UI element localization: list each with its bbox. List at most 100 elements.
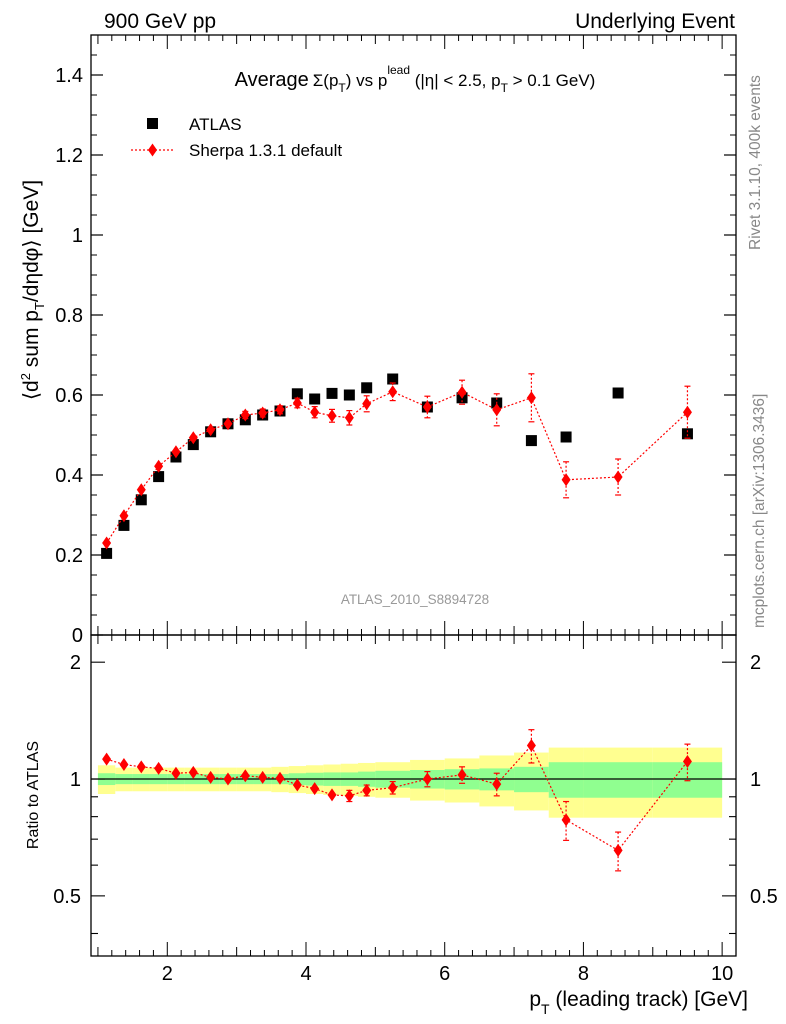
ratio-point	[119, 758, 129, 772]
ratio-point	[171, 766, 181, 780]
main-ytick-label: 0.2	[55, 545, 83, 567]
ratio-ytick-label: 1	[70, 769, 81, 791]
header-left: 900 GeV pp	[104, 10, 216, 33]
ratio-panel: 0.5 0.51 12 2 2 4 6 8 10 Ratio to ATLAS pT (lea…	[25, 35, 778, 1017]
green-band-bin	[548, 762, 584, 798]
main-panel: 00.20.40.60.811.21.4 Average Σ(pT) vs ple…	[18, 34, 737, 647]
atlas-point	[387, 373, 399, 385]
ratio-point	[223, 772, 233, 786]
legend-atlas-marker	[147, 118, 158, 129]
green-band-bin	[583, 762, 653, 798]
sherpa-point	[362, 397, 372, 411]
ratio-ylabel: Ratio to ATLAS	[25, 741, 42, 849]
atlas-point	[525, 435, 537, 447]
sherpa-point	[240, 408, 250, 422]
atlas-point	[343, 389, 355, 401]
atlas-point	[681, 428, 693, 440]
title-sub: T	[338, 81, 346, 95]
atlas-point	[118, 519, 130, 531]
atlas-point	[309, 393, 321, 405]
atlas-point	[135, 494, 147, 506]
xtick-label: 10	[711, 963, 733, 985]
title-rest: (|η| < 2.5, p	[410, 71, 501, 90]
sherpa-point	[388, 385, 398, 399]
sherpa-point	[310, 405, 320, 419]
ratio-point	[388, 781, 398, 795]
ratio-ytick-label-right: 2	[750, 652, 761, 674]
ratio-point	[457, 768, 467, 782]
sherpa-point	[102, 536, 112, 550]
title-average: Average	[235, 69, 309, 91]
sherpa-point	[206, 423, 216, 437]
sherpa-point	[327, 409, 337, 423]
xtick-label: 8	[578, 963, 589, 985]
analysis-id: ATLAS_2010_S8894728	[341, 592, 489, 607]
main-ytick-label: 0	[72, 625, 83, 647]
legend-sherpa-label: Sherpa 1.3.1 default	[189, 141, 342, 160]
atlas-point	[187, 439, 199, 451]
ratio-xlabel: pT (leading track) [GeV]	[529, 988, 748, 1017]
sherpa-line	[106, 391, 688, 544]
sherpa-point	[188, 431, 198, 445]
main-ytick-label: 0.8	[55, 305, 83, 327]
sherpa-point	[292, 396, 302, 410]
main-ytick-label: 0.4	[55, 465, 83, 487]
atlas-point	[560, 431, 572, 443]
atlas-point	[153, 471, 165, 483]
ratio-point	[240, 769, 250, 783]
atlas-point	[361, 382, 373, 394]
main-panel-frame	[90, 34, 737, 636]
ratio-point	[258, 770, 268, 784]
main-ytick-label: 0.6	[55, 385, 83, 407]
ratio-ytick-label: 0.5	[53, 886, 81, 908]
ratio-point	[561, 813, 571, 827]
sherpa-point	[492, 403, 502, 417]
ratio-point	[275, 771, 285, 785]
rivet-label: Rivet 3.1.10, 400k events	[747, 75, 764, 250]
ratio-point	[102, 752, 112, 766]
xtick-label: 4	[300, 963, 311, 985]
ratio-ytick-label-right: 1	[750, 769, 761, 791]
sherpa-point	[275, 403, 285, 417]
sherpa-point	[154, 459, 164, 473]
atlas-point	[291, 388, 303, 400]
header-right: Underlying Event	[575, 10, 735, 33]
ratio-point	[682, 754, 692, 768]
main-ytick-label: 1	[72, 225, 83, 247]
ratio-point	[292, 778, 302, 792]
title-sub2: T	[501, 81, 509, 95]
sherpa-point	[171, 445, 181, 459]
sherpa-point	[223, 417, 233, 431]
main-ytick-label: 1.4	[55, 65, 83, 87]
sherpa-point	[258, 406, 268, 420]
ratio-point	[136, 760, 146, 774]
sherpa-point	[613, 470, 623, 484]
title-sup: lead	[387, 63, 410, 77]
title-sigma: Σ(p	[313, 71, 339, 90]
sherpa-point	[422, 400, 432, 414]
xtick-label: 2	[162, 963, 173, 985]
legend-atlas-label: ATLAS	[189, 115, 242, 134]
ratio-point	[422, 772, 432, 786]
ratio-ytick-label-right: 0.5	[750, 886, 778, 908]
ratio-point	[206, 770, 216, 784]
title-mid: ) vs p	[346, 71, 388, 90]
ratio-point	[327, 788, 337, 802]
ratio-panel-frame	[90, 634, 737, 957]
ratio-point	[526, 739, 536, 753]
main-ylabel: ⟨d2 sum pT/dηdφ⟩ [GeV]	[18, 180, 47, 400]
atlas-point	[101, 547, 113, 559]
xtick-label: 6	[439, 963, 450, 985]
legend-sherpa-marker	[148, 143, 157, 157]
sherpa-point	[526, 391, 536, 405]
legend: ATLAS Sherpa 1.3.1 default	[131, 115, 342, 160]
sherpa-point	[344, 411, 354, 425]
sherpa-point	[682, 405, 692, 419]
main-title: Average Σ(pT) vs plead (|η| < 2.5, pT > 0…	[235, 63, 596, 95]
atlas-point	[612, 387, 624, 399]
ratio-point	[613, 843, 623, 857]
title-end: > 0.1 GeV)	[508, 71, 595, 90]
ratio-point	[188, 765, 198, 779]
main-ytick-label: 1.2	[55, 145, 83, 167]
sherpa-point	[119, 509, 129, 523]
